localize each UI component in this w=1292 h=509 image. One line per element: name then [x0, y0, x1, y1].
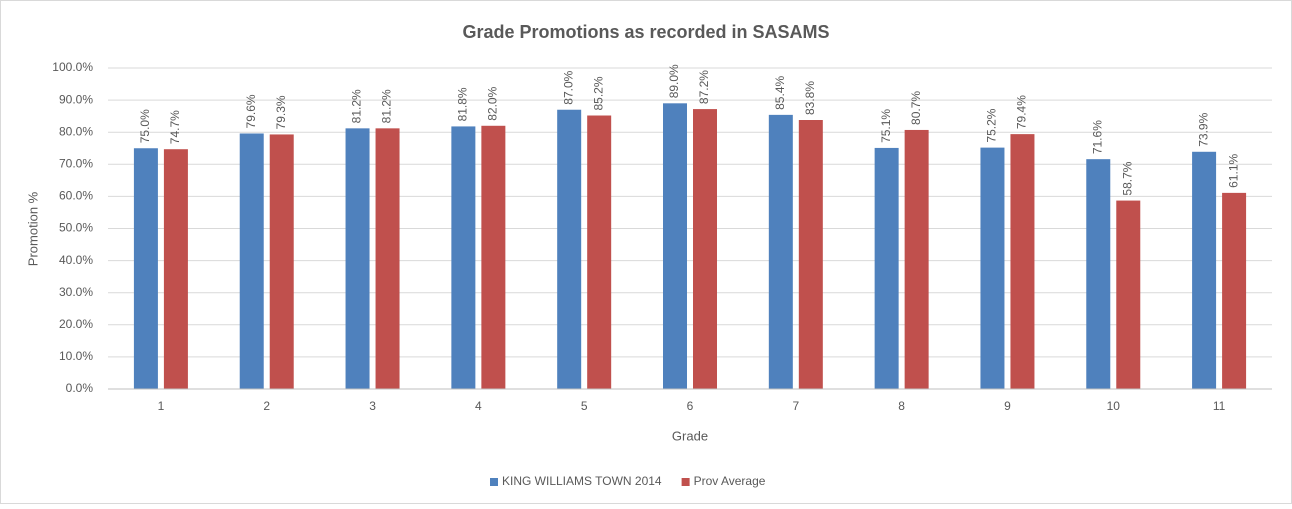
value-label: 82.0%	[486, 86, 500, 120]
x-tick-label: 11	[1213, 399, 1226, 413]
value-label: 79.3%	[274, 95, 288, 129]
y-tick-label: 50.0%	[59, 221, 93, 235]
bar	[587, 115, 612, 390]
bar	[269, 134, 294, 389]
bar	[451, 126, 476, 389]
value-label: 61.1%	[1226, 154, 1240, 188]
x-tick-label: 4	[475, 399, 482, 413]
legend-label: Prov Average	[694, 474, 766, 488]
value-label: 85.2%	[591, 76, 605, 110]
value-label: 71.6%	[1090, 120, 1104, 154]
value-label: 79.6%	[244, 94, 258, 128]
value-label: 79.4%	[1015, 95, 1029, 129]
bar	[874, 147, 899, 389]
bar	[345, 128, 370, 389]
value-label: 83.8%	[803, 81, 817, 115]
bar	[768, 114, 793, 389]
x-tick-label: 10	[1107, 399, 1121, 413]
bar	[1010, 134, 1035, 389]
bar	[557, 109, 582, 389]
y-tick-label: 30.0%	[59, 285, 93, 299]
value-label: 75.1%	[879, 109, 893, 143]
x-tick-label: 8	[898, 399, 905, 413]
legend-swatch	[681, 478, 690, 486]
y-tick-label: 40.0%	[59, 253, 93, 267]
y-tick-label: 70.0%	[59, 156, 93, 170]
legend-label: KING WILLIAMS TOWN 2014	[502, 474, 662, 488]
bar	[1086, 159, 1111, 389]
y-tick-label: 60.0%	[59, 189, 93, 203]
bar	[1116, 200, 1141, 389]
bar	[663, 103, 687, 389]
x-tick-label: 5	[581, 399, 588, 413]
y-tick-label: 90.0%	[59, 92, 93, 106]
bar	[798, 120, 823, 389]
y-axis-label: Promotion %	[25, 191, 40, 266]
value-label: 80.7%	[909, 91, 923, 125]
value-label: 75.0%	[138, 109, 152, 143]
bar	[375, 128, 400, 389]
bar	[904, 129, 929, 389]
x-tick-label: 7	[792, 399, 799, 413]
value-label: 58.7%	[1120, 161, 1134, 195]
bar	[239, 133, 264, 389]
value-label: 75.2%	[985, 108, 999, 142]
bar	[980, 147, 1005, 389]
value-label: 85.4%	[773, 76, 787, 110]
y-tick-label: 10.0%	[59, 349, 93, 363]
y-tick-label: 20.0%	[59, 317, 93, 331]
value-label: 81.2%	[380, 89, 394, 123]
bar	[1222, 192, 1247, 389]
x-tick-label: 6	[687, 399, 694, 413]
bar	[1192, 151, 1217, 389]
y-tick-label: 100.0%	[52, 60, 93, 74]
value-label: 74.7%	[168, 110, 182, 144]
value-label: 73.9%	[1196, 112, 1210, 146]
bar	[163, 149, 188, 389]
value-label: 87.0%	[561, 70, 575, 104]
x-tick-label: 9	[1004, 399, 1011, 413]
value-label: 87.2%	[697, 70, 711, 104]
x-tick-label: 2	[263, 399, 270, 413]
y-tick-label: 0.0%	[66, 381, 94, 395]
x-tick-label: 3	[369, 399, 376, 413]
value-label: 81.8%	[456, 87, 470, 121]
legend-swatch	[490, 478, 498, 486]
bar	[693, 109, 717, 389]
value-label: 81.2%	[350, 89, 364, 123]
chart-title: Grade Promotions as recorded in SASAMS	[462, 22, 829, 42]
bar	[133, 148, 158, 389]
y-tick-label: 80.0%	[59, 124, 93, 138]
x-axis-label: Grade	[672, 428, 708, 443]
bar	[481, 125, 506, 389]
value-label: 89.0%	[667, 64, 681, 98]
x-tick-label: 1	[158, 399, 165, 413]
